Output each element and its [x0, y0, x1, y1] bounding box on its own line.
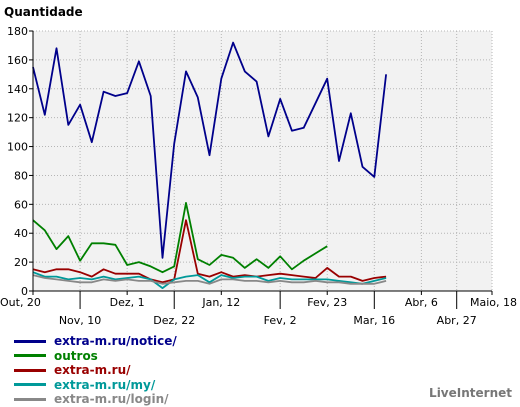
legend-item: extra-m.ru/my/	[14, 378, 177, 393]
x-tick-label: Abr, 27	[437, 314, 477, 327]
line-chart: Quantidade 0 20 40 60 80 100 120 140 160 180 Out, …	[0, 5, 517, 327]
y-tick-label: 140	[7, 83, 28, 96]
brand-label: LiveInternet	[429, 386, 512, 400]
x-tick-label: Fev, 23	[307, 296, 347, 309]
series-line-2	[32, 219, 387, 284]
plot-area	[33, 31, 492, 291]
x-tick-label: Maio, 18	[470, 296, 517, 309]
legend-item: extra-m.ru/login/	[14, 392, 177, 407]
x-tick-label: Nov, 10	[59, 314, 101, 327]
x-tick-label: Out, 20	[0, 296, 41, 309]
legend-swatch	[14, 383, 46, 387]
series-line-1	[32, 201, 328, 274]
y-tick-label: 180	[7, 25, 28, 38]
axes	[29, 30, 493, 309]
x-tick-label: Jan, 12	[201, 296, 240, 309]
y-tick-label: 0	[21, 285, 28, 298]
x-tick-label: Mar, 16	[353, 314, 395, 327]
legend-swatch	[14, 368, 46, 372]
series-line-0	[32, 41, 387, 259]
tick-labels: 0 20 40 60 80 100 120 140 160 180 Out, 20 Dez, 1 Jan…	[0, 25, 517, 327]
legend-label: extra-m.ru/	[54, 363, 131, 378]
y-tick-label: 120	[7, 112, 28, 125]
series-line-3	[32, 271, 387, 290]
legend-swatch	[14, 339, 46, 343]
series-lines	[32, 41, 387, 290]
y-tick-label: 60	[14, 198, 28, 211]
y-tick-label: 100	[7, 141, 28, 154]
legend-swatch	[14, 397, 46, 401]
x-tick-label: Fev, 2	[264, 314, 297, 327]
x-tick-label: Dez, 22	[153, 314, 195, 327]
legend-label: extra-m.ru/login/	[54, 392, 169, 407]
y-axis-label: Quantidade	[4, 5, 83, 19]
x-tick-label: Abr, 6	[405, 296, 438, 309]
legend: extra-m.ru/notice/outros extra-m.ru/extra…	[14, 334, 177, 407]
y-tick-label: 40	[14, 227, 28, 240]
legend-label: extra-m.ru/notice/	[54, 334, 177, 349]
y-tick-label: 20	[14, 256, 28, 269]
x-tick-label: Dez, 1	[110, 296, 145, 309]
grid	[32, 30, 493, 292]
legend-item: extra-m.ru/notice/	[14, 334, 177, 349]
legend-swatch	[14, 354, 46, 358]
legend-label: extra-m.ru/my/	[54, 377, 156, 392]
legend-item: extra-m.ru/	[14, 363, 177, 378]
legend-item: outros	[14, 349, 177, 364]
series-line-4	[32, 274, 387, 285]
y-tick-label: 80	[14, 169, 28, 182]
y-tick-label: 160	[7, 54, 28, 67]
legend-label: outros	[54, 348, 98, 363]
